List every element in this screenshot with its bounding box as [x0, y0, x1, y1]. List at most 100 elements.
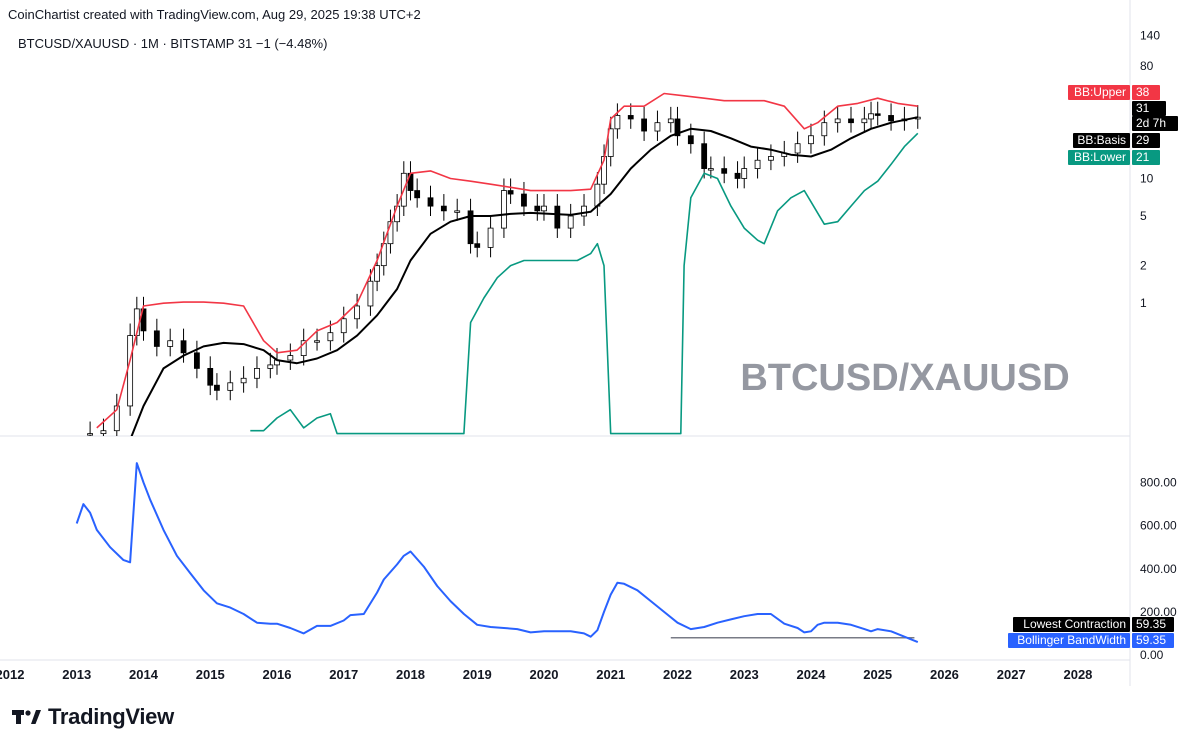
candle — [487, 227, 494, 248]
candle — [227, 382, 234, 391]
tradingview-wordmark: TradingView — [48, 704, 174, 729]
candle — [534, 205, 541, 212]
candle — [501, 190, 507, 229]
candle — [267, 364, 274, 369]
last-price-label-bg — [1132, 101, 1166, 116]
candle — [614, 115, 621, 130]
bb-upper-value: 38 — [1132, 85, 1160, 100]
candle — [254, 368, 260, 379]
price-tick-label: 10 — [1140, 171, 1154, 185]
bb-lower-label-text: BB:Lower — [1074, 150, 1126, 164]
candle — [287, 355, 294, 361]
price-tick-label: 5 — [1140, 209, 1147, 223]
price-tick-label: 140 — [1140, 29, 1160, 43]
last-price-label: 31 — [1132, 101, 1166, 116]
candle — [861, 118, 868, 124]
bb-lower-value-text: 21 — [1136, 150, 1150, 164]
bb-lower-label-bg — [1068, 150, 1130, 165]
time-tick-label: 2021 — [596, 667, 625, 682]
bandwidth-value: 59.35 — [1132, 633, 1174, 648]
candle — [581, 205, 587, 217]
candle — [367, 280, 374, 307]
candle — [87, 433, 93, 436]
time-tick-label: 2012 — [0, 667, 24, 682]
time-tick-label: 2026 — [930, 667, 959, 682]
time-tick-label: 2025 — [863, 667, 892, 682]
candle — [794, 143, 801, 154]
symbol-info: BTCUSD/XAUUSD · 1M · BITSTAMP 31 −1 (−4.… — [18, 36, 328, 51]
candle — [721, 168, 728, 174]
candle — [440, 205, 447, 212]
lowest-contraction-label-bg — [1013, 617, 1130, 632]
time-tick-label: 2018 — [396, 667, 425, 682]
candle — [300, 340, 307, 357]
candle — [414, 190, 421, 199]
bandwidth-tick-label: 800.00 — [1140, 476, 1177, 490]
candle — [808, 135, 814, 145]
bb-upper-line — [96, 92, 918, 429]
symbol-watermark: BTCUSD/XAUUSD — [740, 357, 1069, 399]
tradingview-branding[interactable]: TradingView — [12, 704, 174, 730]
candle — [754, 159, 761, 169]
chart-credit: CoinChartist created with TradingView.co… — [8, 7, 421, 22]
candle — [193, 352, 200, 369]
bb-basis-label-text: BB:Basis — [1077, 133, 1126, 147]
candle — [734, 172, 741, 179]
candle — [868, 113, 874, 120]
lowest-contraction-value-bg — [1132, 617, 1174, 632]
candle — [521, 193, 527, 207]
candle — [474, 243, 481, 248]
time-axis: 2012 2013 2014 2015 2016 2017 2018 2019 2020 2021… — [0, 667, 1092, 682]
bandwidth-tick-label: 0.00 — [1140, 648, 1164, 662]
candle — [701, 143, 708, 169]
bandwidth-value-text: 59.35 — [1136, 633, 1166, 647]
candle — [627, 115, 634, 120]
candle — [100, 430, 107, 435]
bb-lower-value: 21 — [1132, 150, 1160, 165]
candle — [207, 368, 214, 386]
time-tick-label: 2015 — [196, 667, 225, 682]
candle — [607, 128, 614, 157]
bandwidth-line — [75, 462, 919, 644]
candle — [848, 118, 854, 124]
bb-basis-line — [130, 116, 919, 436]
time-tick-label: 2023 — [730, 667, 759, 682]
candle — [340, 318, 347, 334]
time-tick-label: 2024 — [797, 667, 827, 682]
time-tick-label: 2013 — [62, 667, 91, 682]
time-tick-label: 2022 — [663, 667, 692, 682]
candle — [641, 118, 647, 132]
candle — [888, 115, 894, 122]
candle — [834, 118, 841, 124]
bar-countdown-label: 2d 7h — [1132, 116, 1178, 131]
bb-upper-value-text: 38 — [1136, 85, 1150, 99]
bb-lower-line — [250, 132, 919, 435]
candle — [507, 190, 514, 195]
bandwidth-label-text: Bollinger BandWidth — [1017, 633, 1126, 647]
bb-basis-value-bg — [1132, 133, 1160, 148]
lowest-contraction-label-text: Lowest Contraction — [1023, 617, 1126, 631]
lowest-contraction-label: Lowest Contraction — [1013, 617, 1130, 632]
bandwidth-value-bg — [1132, 633, 1174, 648]
bb-basis-label: BB:Basis — [1073, 133, 1130, 148]
candle — [374, 265, 381, 282]
lowest-contraction-value-text: 59.35 — [1136, 617, 1166, 631]
candle — [153, 330, 160, 347]
time-tick-label: 2016 — [263, 667, 292, 682]
bb-basis-value-text: 29 — [1136, 133, 1150, 147]
bandwidth-tick-label: 400.00 — [1140, 562, 1177, 576]
candle — [541, 205, 547, 212]
candle — [427, 197, 434, 207]
bb-lower-value-bg — [1132, 150, 1160, 165]
price-tick-label: 80 — [1140, 59, 1154, 73]
lowest-contraction-value: 59.35 — [1132, 617, 1174, 632]
candle — [554, 205, 561, 229]
candle — [167, 340, 174, 347]
candle — [821, 122, 828, 137]
bandwidth-tick-label: 600.00 — [1140, 519, 1177, 533]
bandwidth-label: Bollinger BandWidth — [1008, 633, 1130, 648]
bandwidth-axis: 800.00 600.00 400.00 200.00 0.00 — [1140, 476, 1177, 663]
candle — [687, 135, 694, 145]
